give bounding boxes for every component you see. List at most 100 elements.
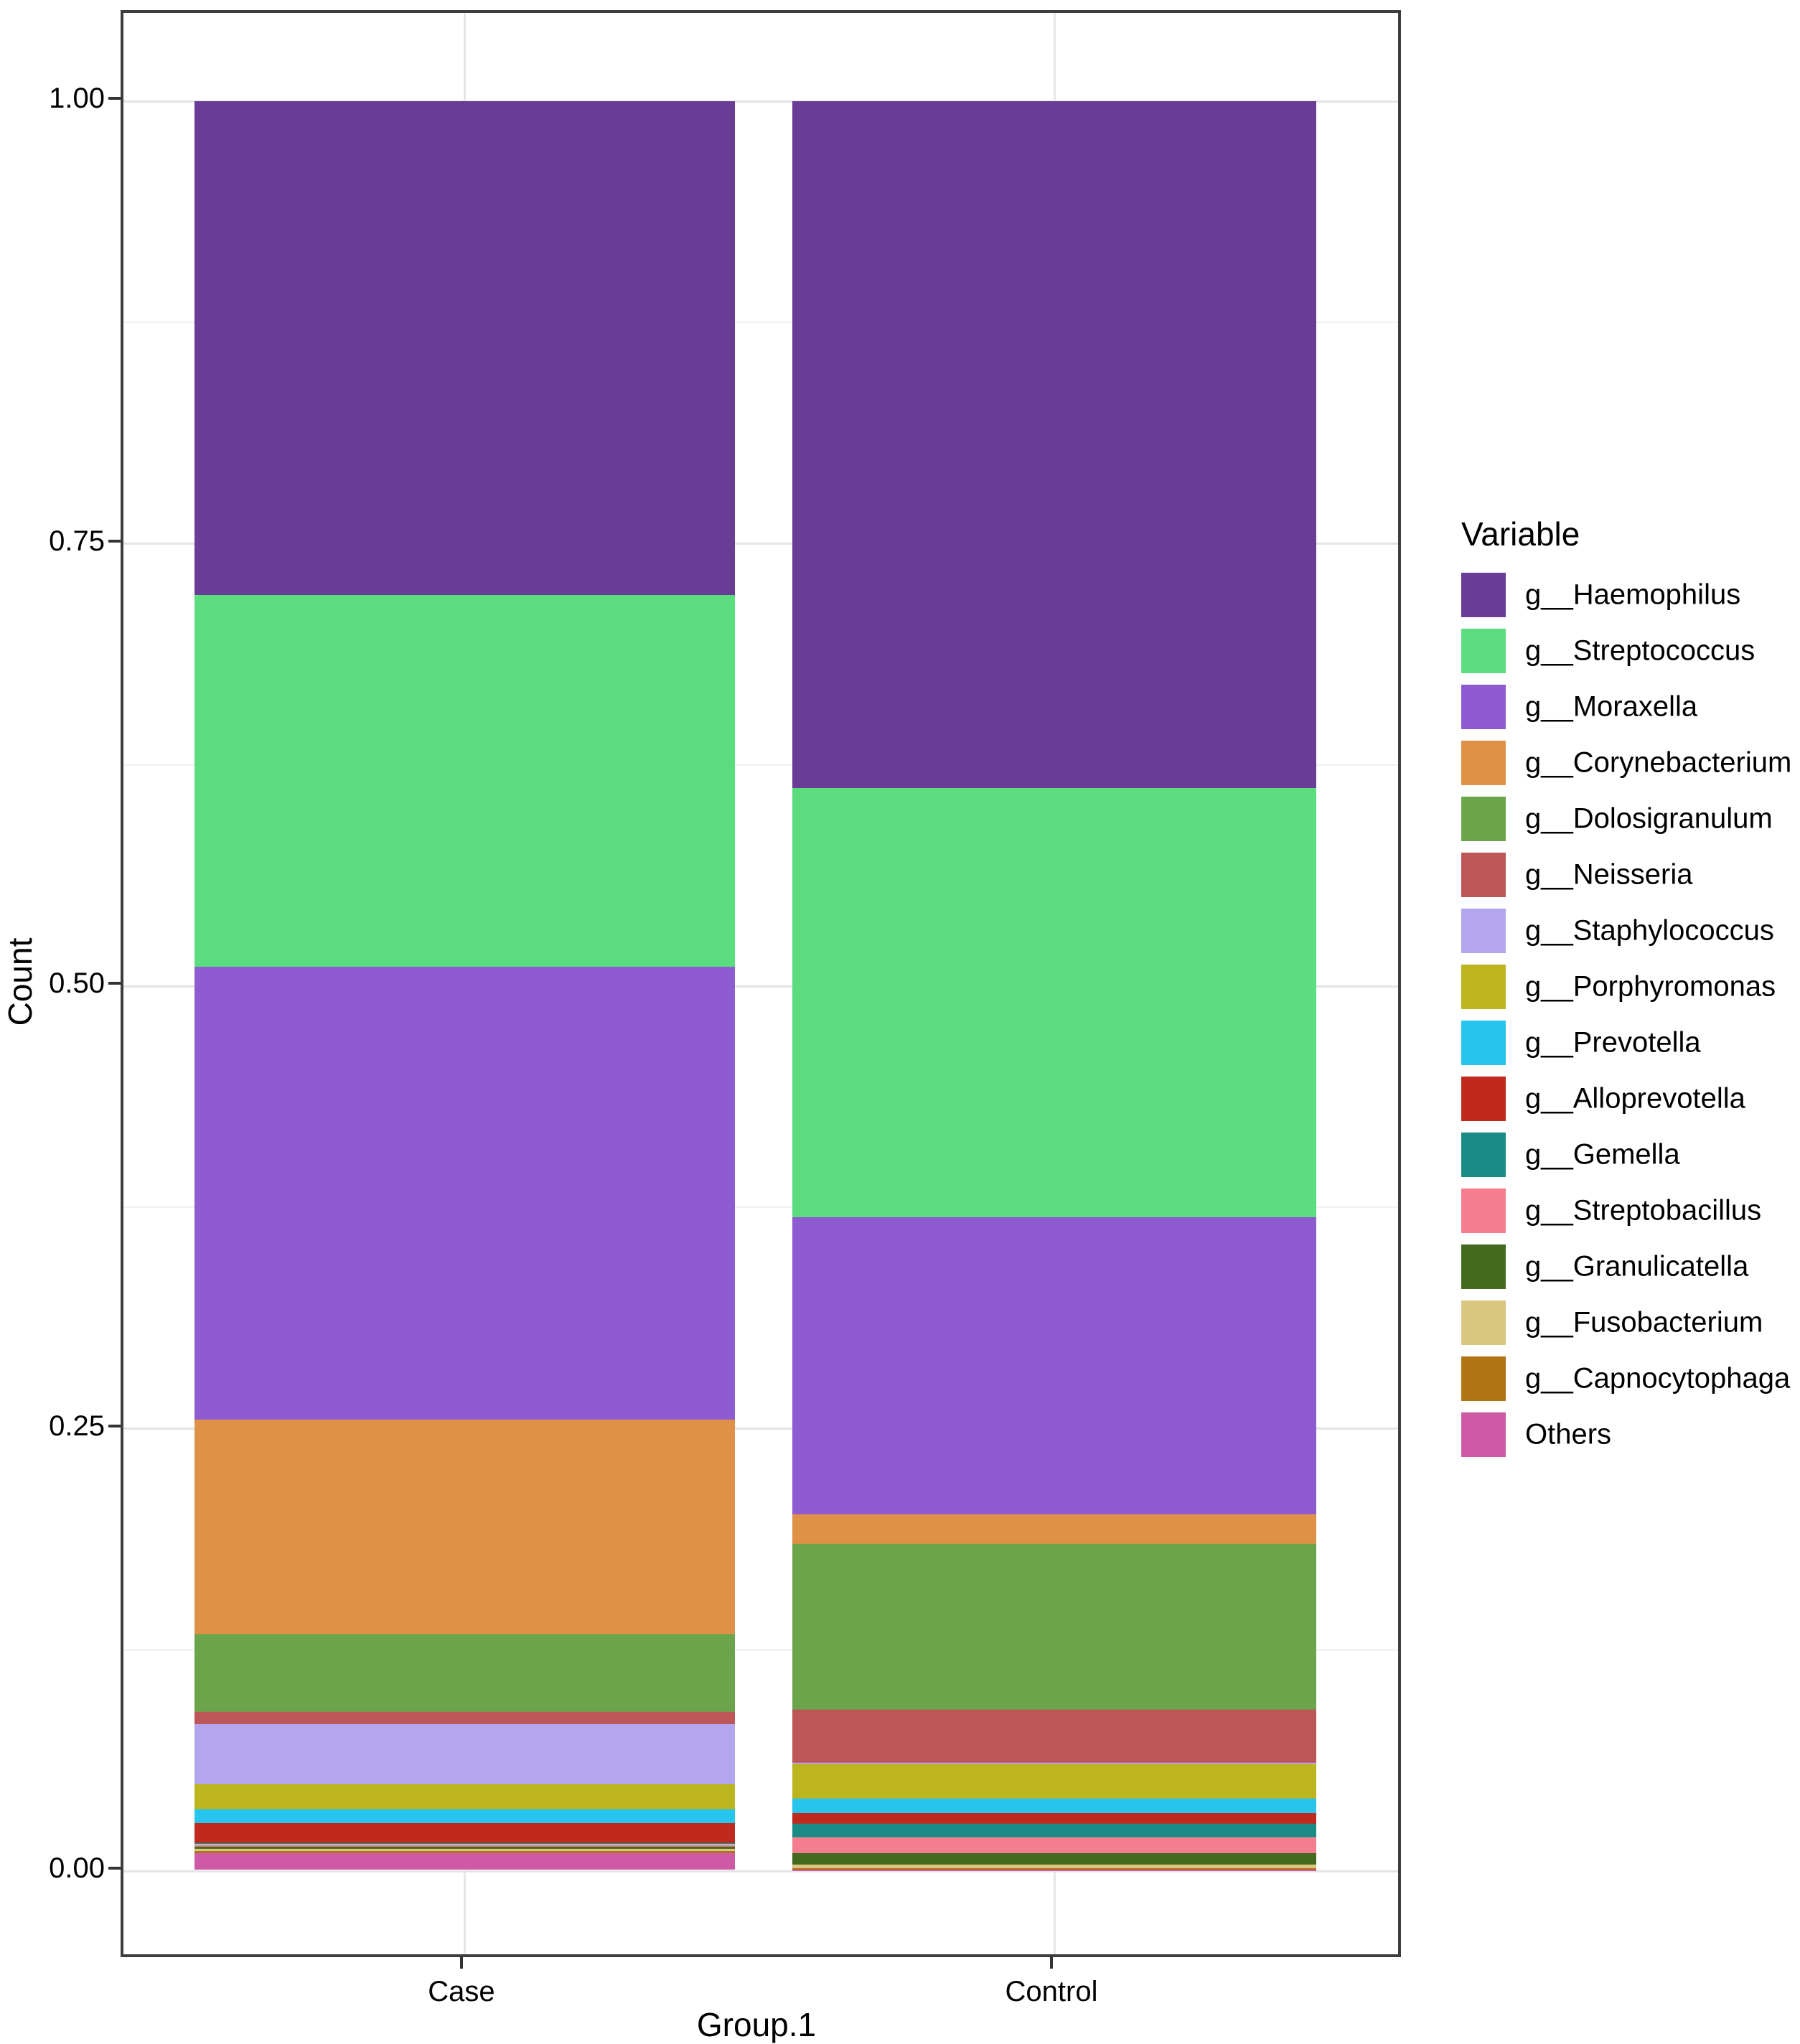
minor-gridline [123,1649,1398,1651]
bar-segment-g__Granulicatella [792,1852,1316,1865]
bar-segment-g__Capnocytophaga [792,1868,1316,1870]
bar-segment-g__Granulicatella [194,1847,735,1849]
legend-item: g__Alloprevotella [1461,1077,1799,1121]
legend-swatch-g__Capnocytophaga [1461,1356,1506,1401]
bar-segment-Others [194,1852,735,1870]
bar-segment-g__Streptobacillus [194,1844,735,1847]
bar-segment-g__Haemophilus [194,101,735,595]
major-gridline [123,985,1398,988]
y-axis-title: Count [1,937,39,1026]
bar-segment-g__Corynebacterium [792,1514,1316,1544]
y-tick-mark [108,540,121,543]
legend-swatch-g__Moraxella [1461,685,1506,729]
x-tick-label-control: Control [1005,1976,1098,2007]
legend-label: g__Granulicatella [1525,1250,1749,1283]
legend-swatch-g__Streptococcus [1461,629,1506,673]
stacked-bar-control [792,101,1316,1871]
y-tick-label: 0.25 [49,1410,105,1442]
legend-swatch-g__Corynebacterium [1461,741,1506,785]
major-gridline [123,543,1398,545]
legend-item: g__Streptococcus [1461,629,1799,673]
y-tick-label: 0.00 [49,1852,105,1884]
bar-segment-g__Neisseria [194,1712,735,1725]
y-tick-label: 1.00 [49,83,105,114]
bar-segment-g__Streptobacillus [792,1837,1316,1853]
legend-item: g__Fusobacterium [1461,1300,1799,1345]
legend-label: g__Corynebacterium [1525,746,1792,779]
bar-segment-g__Neisseria [792,1710,1316,1763]
legend-item: g__Porphyromonas [1461,965,1799,1009]
legend-item: g__Gemella [1461,1133,1799,1177]
legend-label: g__Capnocytophaga [1525,1362,1791,1394]
minor-gridline [123,764,1398,766]
legend: Variable g__Haemophilus g__Streptococcus g… [1461,515,1799,1468]
legend-swatch-g__Haemophilus [1461,573,1506,617]
stacked-bar-case [194,101,735,1871]
legend-label: g__Staphylococcus [1525,914,1774,947]
legend-title: Variable [1461,515,1580,553]
y-tick-mark [108,1867,121,1870]
y-tick-label: 0.50 [49,967,105,999]
bar-segment-g__Alloprevotella [194,1823,735,1843]
legend-item: g__Moraxella [1461,685,1799,729]
legend-item: g__Staphylococcus [1461,909,1799,953]
bar-segment-g__Dolosigranulum [194,1633,735,1712]
legend-item: Others [1461,1412,1799,1457]
x-axis-title: Group.1 [696,2006,817,2043]
major-gridline [123,100,1398,103]
bar-segment-g__Alloprevotella [792,1812,1316,1824]
legend-swatch-g__Dolosigranulum [1461,797,1506,841]
bar-segment-g__Moraxella [792,1216,1316,1515]
legend-label: Others [1525,1418,1612,1450]
major-gridline [123,1427,1398,1430]
legend-label: g__Streptococcus [1525,634,1756,667]
bar-segment-g__Moraxella [194,966,735,1420]
bar-segment-g__Fusobacterium [792,1864,1316,1869]
minor-gridline [123,322,1398,324]
legend-item: g__Granulicatella [1461,1244,1799,1289]
legend-swatch-g__Alloprevotella [1461,1077,1506,1121]
legend-label: g__Streptobacillus [1525,1194,1762,1227]
bar-segment-g__Dolosigranulum [792,1543,1316,1710]
legend-swatch-g__Streptobacillus [1461,1189,1506,1233]
bar-segment-g__Fusobacterium [194,1848,735,1851]
legend-label: g__Alloprevotella [1525,1082,1745,1115]
legend-swatch-g__Prevotella [1461,1021,1506,1065]
legend-swatch-g__Neisseria [1461,853,1506,897]
major-gridline [123,1870,1398,1872]
minor-gridline [123,1206,1398,1209]
legend-item: g__Prevotella [1461,1021,1799,1065]
legend-item: g__Dolosigranulum [1461,797,1799,841]
y-tick-mark [108,97,121,100]
legend-label: g__Porphyromonas [1525,970,1776,1003]
bar-segment-g__Porphyromonas [792,1764,1316,1799]
x-tick-mark [460,1957,463,1969]
legend-items: g__Haemophilus g__Streptococcus g__Moraxel… [1461,573,1799,1468]
legend-label: g__Prevotella [1525,1026,1701,1059]
y-tick-mark [108,1425,121,1427]
legend-swatch-g__Staphylococcus [1461,909,1506,953]
legend-item: g__Corynebacterium [1461,741,1799,785]
legend-label: g__Dolosigranulum [1525,802,1773,835]
legend-label: g__Fusobacterium [1525,1306,1763,1339]
plot-panel [121,10,1401,1957]
legend-swatch-g__Gemella [1461,1133,1506,1177]
bar-segment-g__Streptococcus [194,595,735,967]
bar-segment-g__Corynebacterium [194,1420,735,1634]
x-tick-mark [1050,1957,1053,1969]
bar-segment-g__Streptococcus [792,787,1316,1217]
bar-segment-g__Capnocytophaga [194,1850,735,1853]
legend-label: g__Gemella [1525,1138,1680,1171]
legend-label: g__Moraxella [1525,690,1698,723]
bar-segment-g__Gemella [194,1842,735,1845]
bar-segment-g__Prevotella [194,1809,735,1824]
bar-segment-g__Gemella [792,1823,1316,1837]
legend-item: g__Haemophilus [1461,573,1799,617]
bar-segment-g__Haemophilus [792,101,1316,788]
legend-item: g__Capnocytophaga [1461,1356,1799,1401]
legend-item: g__Neisseria [1461,853,1799,897]
legend-item: g__Streptobacillus [1461,1189,1799,1233]
y-tick-mark [108,982,121,985]
bar-segment-g__Staphylococcus [792,1762,1316,1765]
legend-label: g__Neisseria [1525,858,1693,891]
